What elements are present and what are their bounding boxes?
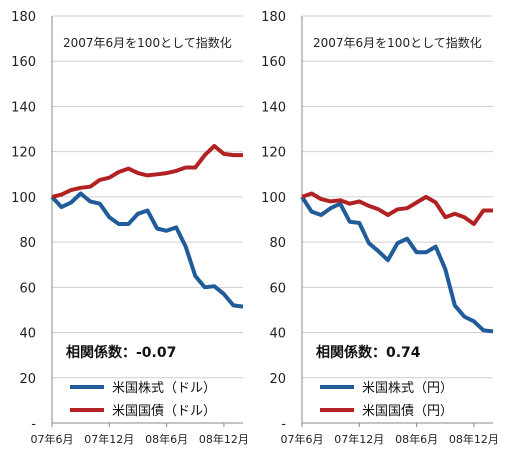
chart-subtitle: 2007年6月を100として指数化	[313, 35, 482, 50]
x-tick-label: 08年6月	[145, 432, 188, 446]
y-tick-label: 20	[269, 372, 286, 387]
series-line-stock	[300, 195, 494, 334]
y-tick-label: 80	[269, 236, 286, 251]
legend-label: 米国国債（円）	[362, 404, 453, 419]
y-tick-label: 140	[261, 100, 286, 115]
y-tick-label: -	[281, 417, 286, 432]
correlation-annotation: 相関係数：0.74	[316, 344, 421, 361]
y-tick-label: 40	[269, 327, 286, 342]
legend-label: 米国国債（ドル）	[112, 404, 216, 419]
series-line-bond	[51, 144, 243, 199]
chart-panel-right: - 20 40 60 80 100 120 140 160 180 07年6月 07年12月 08年6月…	[261, 10, 499, 446]
y-tick-label: 100	[11, 191, 36, 206]
series-line-stock	[50, 191, 244, 309]
series-line-bond	[301, 191, 493, 226]
x-tick-label: 07年12月	[84, 432, 134, 446]
y-tick-label: 60	[269, 281, 286, 296]
x-tick-label: 08年12月	[449, 432, 499, 446]
y-tick-label: 80	[19, 236, 36, 251]
y-tick-label: 40	[19, 327, 36, 342]
y-tick-label: 160	[261, 55, 286, 70]
y-tick-label: 180	[261, 10, 286, 25]
x-tick-label: 08年6月	[395, 432, 438, 446]
y-tick-label: 100	[261, 191, 286, 206]
y-tick-label: -	[31, 417, 36, 432]
y-tick-label: 120	[261, 146, 286, 161]
chart-subtitle: 2007年6月を100として指数化	[63, 35, 232, 50]
y-tick-label: 180	[11, 10, 36, 25]
y-tick-label: 140	[11, 100, 36, 115]
y-tick-label: 20	[19, 372, 36, 387]
legend-label: 米国株式（円）	[362, 381, 453, 396]
y-tick-label: 120	[11, 146, 36, 161]
y-tick-label: 60	[19, 281, 36, 296]
x-tick-label: 07年6月	[281, 432, 324, 446]
x-tick-label: 07年6月	[31, 432, 74, 446]
legend-label: 米国株式（ドル）	[112, 381, 216, 396]
correlation-annotation: 相関係数：-0.07	[66, 344, 176, 361]
x-tick-label: 08年12月	[199, 432, 249, 446]
x-tick-label: 07年12月	[334, 432, 384, 446]
chart-panel-left: - 20 40 60 80 100 120 140 160 180 07年6月 07年12月 08年6月…	[11, 10, 249, 446]
y-tick-label: 160	[11, 55, 36, 70]
